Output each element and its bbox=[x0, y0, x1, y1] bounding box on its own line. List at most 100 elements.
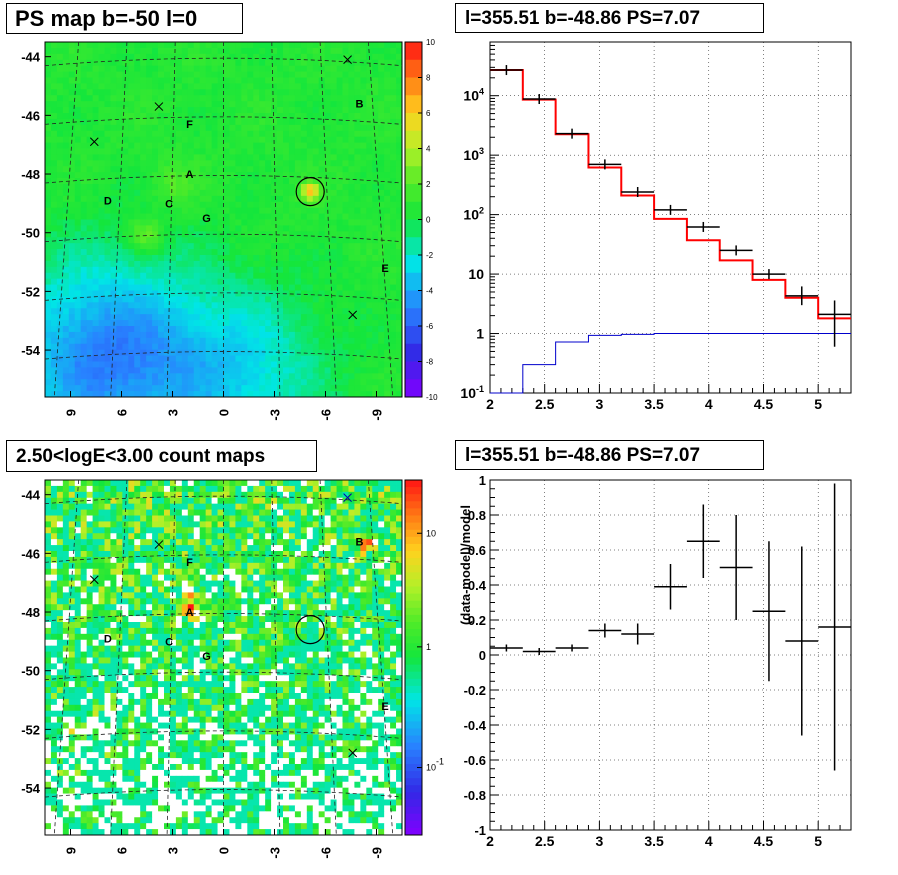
longitude-line bbox=[271, 41, 281, 398]
y-tick-label: 0.2 bbox=[468, 613, 486, 628]
y-tick-label: 104 bbox=[463, 87, 484, 104]
longitude-line bbox=[53, 479, 79, 836]
residual-grid bbox=[490, 480, 851, 830]
y-tick-label: 0.6 bbox=[468, 543, 486, 558]
y-tick-label: -48 bbox=[21, 167, 40, 182]
colorbar bbox=[405, 480, 422, 836]
source-label: D bbox=[104, 195, 112, 207]
source-label: G bbox=[202, 651, 211, 663]
y-tick-label: -0.6 bbox=[464, 753, 486, 768]
x-tick-label: 4 bbox=[705, 833, 713, 849]
longitude-line bbox=[319, 41, 337, 398]
x-tick-label: 0 bbox=[217, 409, 232, 416]
longitude-line bbox=[319, 479, 337, 836]
longitude-line bbox=[166, 479, 176, 836]
longitude-line bbox=[53, 41, 79, 398]
longitude-line bbox=[110, 41, 128, 398]
count-map-title: 2.50<logE<3.00 count maps bbox=[6, 440, 317, 472]
colorbar-tick-label: 6 bbox=[426, 109, 431, 118]
y-tick-label: -46 bbox=[21, 546, 40, 561]
y-tick-label: -52 bbox=[21, 284, 40, 299]
x-tick-label: 4 bbox=[705, 396, 713, 412]
cross-marker bbox=[89, 137, 99, 147]
x-tick-label: 2 bbox=[486, 833, 494, 849]
y-tick-label: -50 bbox=[21, 226, 40, 241]
y-axis-label: (data-model)/model bbox=[458, 505, 473, 625]
y-tick-label: 0.8 bbox=[468, 508, 486, 523]
y-tick-label: -48 bbox=[21, 605, 40, 620]
graticule bbox=[44, 41, 403, 398]
cross-marker bbox=[348, 310, 358, 320]
colorbar-tick-label: 10 bbox=[426, 528, 436, 538]
y-tick-label: -0.4 bbox=[464, 718, 487, 733]
graticule bbox=[44, 479, 403, 836]
latitude-line bbox=[44, 292, 403, 301]
ps-map-pixels bbox=[45, 42, 403, 398]
colorbar-tick-label: -2 bbox=[426, 251, 434, 260]
y-tick-label: -54 bbox=[21, 781, 41, 796]
total-model-step bbox=[490, 69, 851, 320]
y-tick-label: 103 bbox=[463, 146, 484, 163]
x-tick-label: 3 bbox=[595, 833, 603, 849]
y-tick-label: 10-1 bbox=[460, 384, 484, 401]
longitude-line bbox=[368, 41, 394, 398]
colorbar-frame bbox=[404, 479, 423, 836]
latitude-line bbox=[44, 116, 403, 125]
latitude-line bbox=[44, 730, 403, 739]
y-tick-label: 1 bbox=[476, 326, 484, 342]
x-tick-label: 4.5 bbox=[754, 833, 774, 849]
x-tick-label: 2 bbox=[486, 396, 494, 412]
colorbar-tick-label: 4 bbox=[426, 145, 431, 154]
y-tick-label: 0.4 bbox=[468, 578, 487, 593]
x-tick-label: -3 bbox=[268, 847, 283, 859]
y-tick-label: -52 bbox=[21, 722, 40, 737]
y-tick-label: -0.8 bbox=[464, 788, 486, 803]
source-label: G bbox=[202, 213, 211, 225]
colorbar-tick-label: 2 bbox=[426, 180, 431, 189]
cross-marker bbox=[343, 55, 352, 64]
y-tick-label: -44 bbox=[21, 50, 41, 65]
source-label: B bbox=[356, 99, 364, 111]
colorbar-tick-label: -8 bbox=[426, 358, 434, 367]
y-tick-label: -44 bbox=[21, 488, 41, 503]
colorbar-tick-label: 0 bbox=[426, 216, 431, 225]
source-label: E bbox=[381, 263, 388, 275]
y-tick-label: 0 bbox=[479, 648, 486, 663]
latitude-line bbox=[44, 554, 403, 563]
ps-circle-marker bbox=[295, 615, 325, 645]
colorbar-tick-label: 10-1 bbox=[426, 757, 444, 773]
background-model-step bbox=[490, 333, 851, 394]
x-tick-label: 2.5 bbox=[535, 833, 555, 849]
cross-marker bbox=[89, 575, 99, 585]
longitude-line bbox=[110, 479, 128, 836]
x-tick-label: 0 bbox=[217, 847, 232, 854]
source-label: A bbox=[186, 607, 194, 619]
y-tick-label: -0.2 bbox=[464, 683, 486, 698]
longitude-line bbox=[166, 41, 176, 398]
x-tick-label: 6 bbox=[115, 409, 130, 416]
ps-map-title: PS map b=-50 l=0 bbox=[6, 3, 243, 34]
colorbar-tick-label: -6 bbox=[426, 322, 434, 331]
spectrum-title: l=355.51 b=-48.86 PS=7.07 bbox=[455, 3, 764, 33]
x-tick-label: 9 bbox=[64, 847, 79, 854]
colorbar-tick-label: 1 bbox=[426, 642, 431, 652]
x-tick-label: -9 bbox=[370, 847, 385, 859]
cross-marker bbox=[154, 102, 164, 111]
source-label: F bbox=[186, 557, 193, 569]
source-label: F bbox=[186, 119, 193, 131]
x-tick-label: -3 bbox=[268, 409, 283, 421]
y-tick-label: -46 bbox=[21, 108, 40, 123]
x-tick-label: 9 bbox=[64, 409, 79, 416]
longitude-line bbox=[271, 479, 281, 836]
y-tick-label: 102 bbox=[463, 206, 484, 223]
colorbar-tick-label: -10 bbox=[426, 393, 438, 402]
y-tick-label: 10 bbox=[468, 266, 484, 282]
colorbar bbox=[405, 42, 422, 398]
x-tick-label: 5 bbox=[814, 396, 822, 412]
x-tick-label: -6 bbox=[319, 409, 334, 421]
y-tick-label: 1 bbox=[479, 473, 486, 488]
x-tick-label: 3 bbox=[166, 409, 181, 416]
